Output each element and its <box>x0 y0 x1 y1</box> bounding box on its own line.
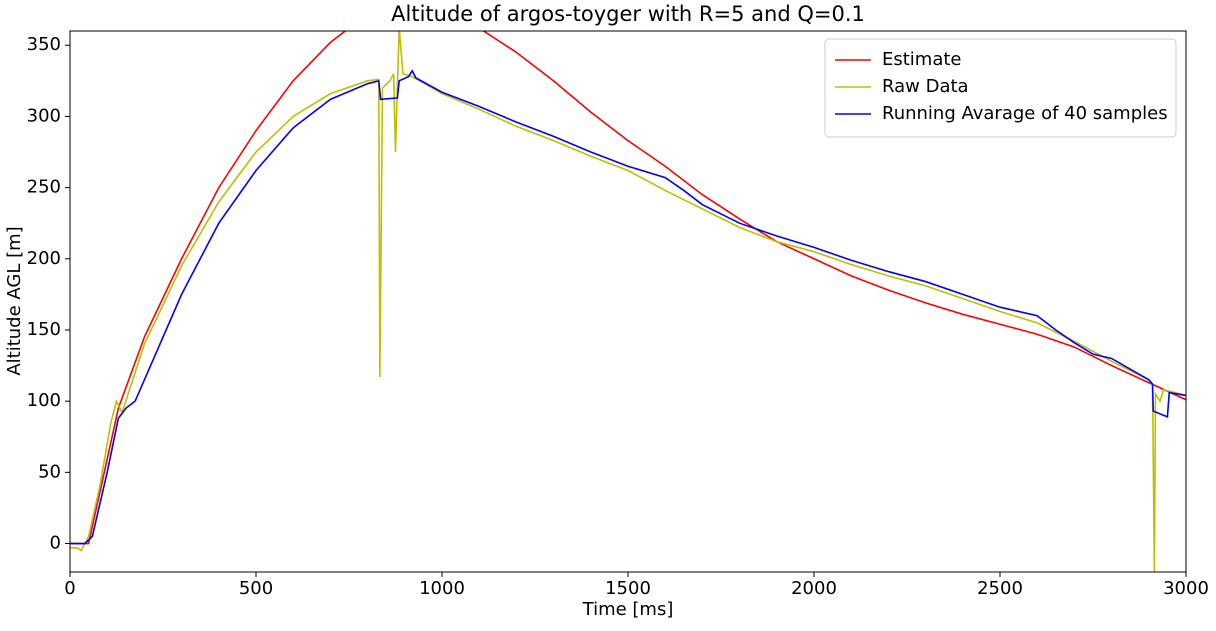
x-tick-label: 0 <box>64 578 75 599</box>
data-line <box>70 31 1186 545</box>
y-tick-label: 350 <box>27 34 61 55</box>
x-tick-label: 1500 <box>605 578 651 599</box>
x-tick-label: 2500 <box>977 578 1023 599</box>
legend-box <box>824 38 1177 138</box>
legend-label: Raw Data <box>882 76 969 97</box>
x-tick-label: 500 <box>239 578 273 599</box>
y-tick-label: 50 <box>38 461 61 482</box>
x-axis-label: Time [ms] <box>582 599 674 620</box>
y-tick-label: 300 <box>27 105 61 126</box>
chart-title: Altitude of argos-toyger with R=5 and Q=… <box>391 2 865 26</box>
y-tick-label: 150 <box>27 319 61 340</box>
y-tick-label: 250 <box>27 177 61 198</box>
x-tick-label: 2000 <box>791 578 837 599</box>
x-tick-label: 1000 <box>419 578 465 599</box>
data-line <box>70 69 1186 545</box>
y-axis-label: Altitude AGL [m] <box>4 226 25 375</box>
x-tick-label: 3000 <box>1163 578 1209 599</box>
plot-lines <box>70 31 1186 572</box>
y-tick-label: 0 <box>50 533 61 554</box>
y-tick-label: 100 <box>27 390 61 411</box>
y-tick-label: 200 <box>27 248 61 269</box>
legend-label: Estimate <box>882 49 962 70</box>
legend-label: Running Avarage of 40 samples <box>882 103 1168 124</box>
